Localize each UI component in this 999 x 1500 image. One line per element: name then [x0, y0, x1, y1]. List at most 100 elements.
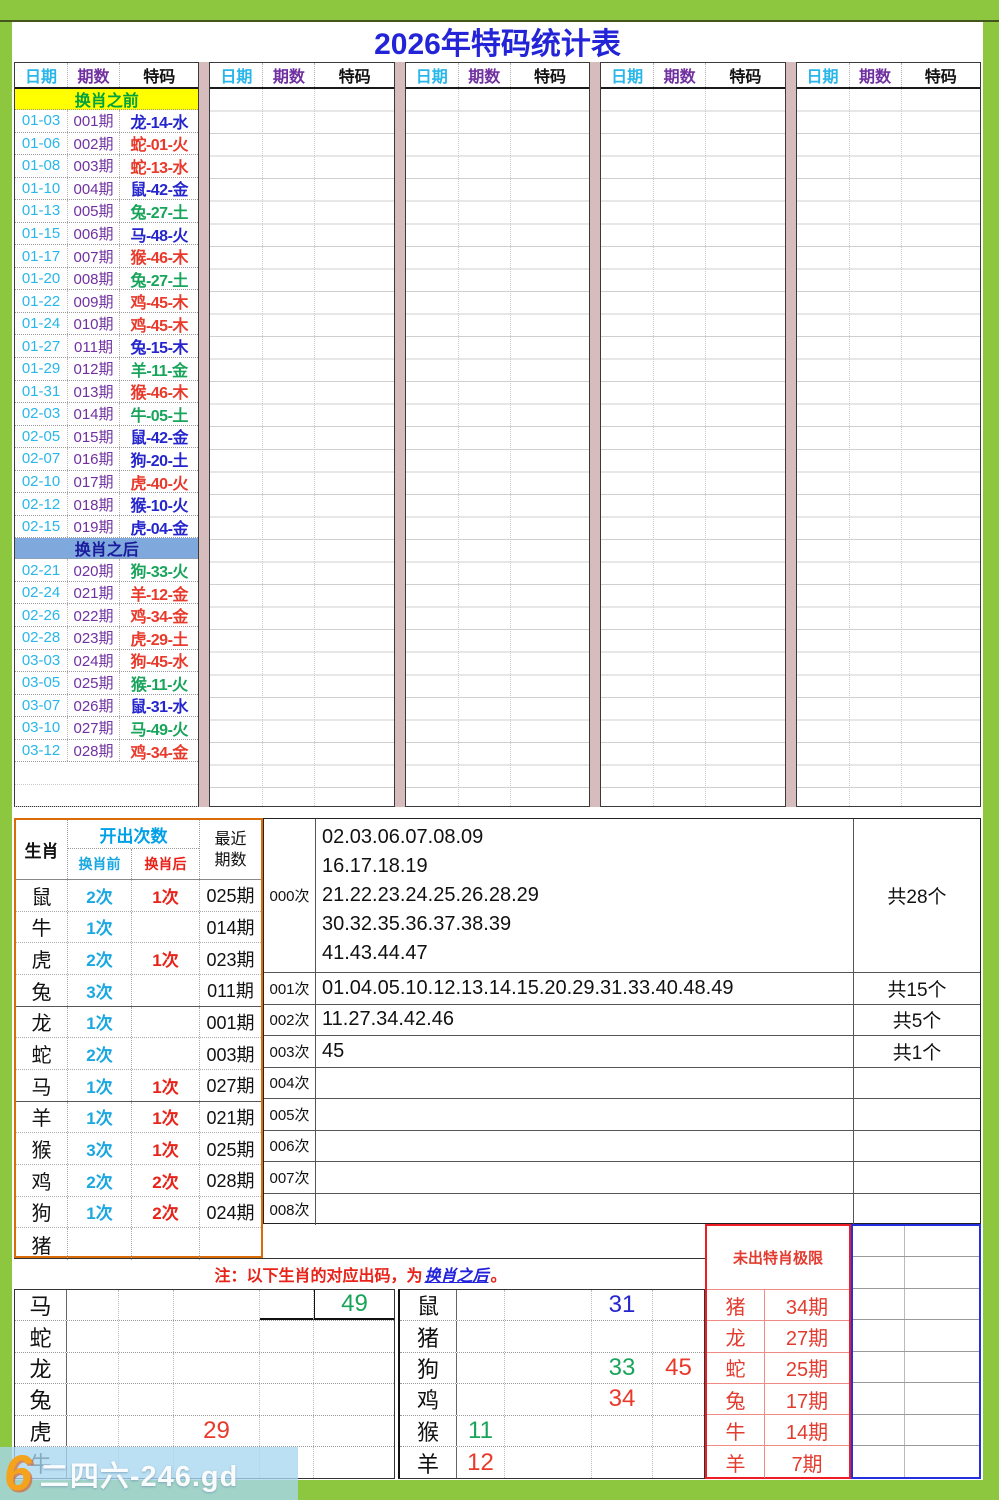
records-group-1: 日期 期数 特码 换肖之前 01-03 001期 龙-14-水 01-06 00…: [14, 62, 200, 808]
zodiac-code-row: 马 49: [15, 1290, 394, 1322]
record-date: 02-15: [15, 515, 68, 538]
frequency-total: [853, 1099, 980, 1130]
record-date: 01-31: [15, 380, 68, 403]
code-cell: [119, 1290, 174, 1321]
record-date: 01-17: [15, 245, 68, 267]
record-period: 010期: [68, 312, 120, 335]
records-group-2: 日期 期数 特码: [209, 62, 395, 807]
stats-recent-period: 014期: [206, 917, 255, 938]
frequency-table: 000次 02.03.06.07.08.09 16.17.18.19 21.22…: [263, 818, 981, 1225]
zodiac-code-row: 羊 12: [400, 1446, 704, 1479]
record-date: 03-05: [15, 672, 68, 694]
limit-zodiac: 猪: [707, 1290, 765, 1321]
record-date: 03-03: [15, 649, 68, 672]
zodiac-name: 狗: [400, 1352, 457, 1384]
empty-grid-body: [405, 89, 590, 806]
record-date: 01-10: [15, 177, 68, 200]
stats-recent-period: 027期: [206, 1076, 255, 1097]
stats-before-count: 1次: [68, 911, 132, 943]
code-cell: [653, 1384, 704, 1414]
stats-zodiac-name: 猪: [16, 1228, 68, 1260]
stats-header-recent: 最近 期数: [214, 830, 247, 869]
code-cell: [119, 1384, 174, 1415]
record-date: 01-03: [15, 110, 68, 132]
record-row: 02-05 015期 鼠-42-金: [15, 425, 199, 449]
code-cell: 33: [592, 1352, 653, 1384]
record-row: 01-29 012期 羊-11-金: [15, 358, 199, 381]
after-change-right-table: 鼠 31 猪 狗 33 45 鸡 34: [398, 1289, 705, 1479]
code-cell: 31: [592, 1290, 653, 1321]
record-period: 020期: [68, 559, 120, 581]
limit-row: 猪 34期: [707, 1290, 849, 1322]
record-period: 021期: [68, 581, 120, 604]
frequency-label: 004次: [264, 1067, 316, 1098]
record-period: 011期: [68, 335, 120, 358]
record-period: 013期: [68, 380, 120, 403]
code-cell: 45: [665, 1353, 692, 1381]
page-title: 2026年特码统计表: [374, 28, 621, 61]
records-group-4: 日期 期数 特码: [600, 62, 786, 807]
record-period: 003期: [68, 155, 120, 177]
empty-record-row: [15, 762, 199, 785]
stats-row: 牛 1次 014期: [16, 911, 261, 944]
code-cell: [653, 1321, 704, 1351]
record-code: 鼠-42-金: [130, 182, 188, 200]
zodiac-name: 马: [15, 1290, 67, 1321]
group-separator: [785, 62, 796, 807]
unshown-zodiac-limits-box: 未出特肖极限 猪 34期 龙 27期 蛇 25期 兔 17期 牛 14期 羊 7…: [705, 1224, 851, 1479]
frequency-label: 005次: [264, 1099, 316, 1130]
limits-title: 未出特肖极限: [707, 1226, 849, 1290]
frequency-row: 000次 02.03.06.07.08.09 16.17.18.19 21.22…: [264, 819, 980, 973]
frequency-total: 共15个: [853, 973, 980, 1004]
group-header: 日期 期数 特码: [15, 63, 199, 89]
record-period: 005期: [68, 200, 120, 222]
code-cell: [592, 1446, 653, 1479]
record-date: 01-15: [15, 222, 68, 245]
frequency-numbers: 11.27.34.42.46: [322, 1008, 454, 1031]
record-row: 01-31 013期 猴-46-木: [15, 380, 199, 404]
record-period: 009期: [68, 290, 120, 312]
record-code: 虎-04-金: [130, 520, 188, 538]
code-cell: [314, 1416, 394, 1446]
stats-zodiac-name: 猴: [16, 1133, 68, 1164]
code-cell: [505, 1352, 592, 1384]
record-code: 兔-27-土: [130, 204, 188, 222]
limit-period: 14期: [785, 1421, 829, 1444]
stats-row: 鸡 2次 2次 028期: [16, 1164, 261, 1197]
code-cell: [174, 1352, 260, 1384]
col-header-code: 特码: [924, 69, 957, 86]
empty-grid-body: [796, 89, 980, 806]
stats-zodiac-name: 虎: [16, 943, 68, 974]
col-header-code: 特码: [143, 69, 176, 86]
col-header-period: 期数: [459, 63, 511, 87]
code-cell: [457, 1384, 505, 1415]
stats-after-count: [132, 1038, 200, 1069]
zodiac-code-row: 虎 29: [15, 1415, 394, 1447]
stats-after-count: 1次: [132, 880, 200, 911]
code-cell: [174, 1321, 260, 1352]
frequency-row: 002次 11.27.34.42.46 共5个: [264, 1004, 980, 1036]
note-link[interactable]: 换肖之后: [424, 1268, 489, 1285]
stats-row: 狗 1次 2次 024期: [16, 1196, 261, 1229]
stats-after-count: [132, 974, 200, 1006]
stats-header-after: 换肖后: [144, 856, 187, 872]
record-row: 02-03 014期 牛-05-土: [15, 403, 199, 426]
stats-before-count: 1次: [68, 1196, 132, 1228]
frequency-label: 001次: [264, 973, 316, 1004]
code-cell: [67, 1415, 119, 1446]
group-header: 日期 期数 特码: [210, 63, 394, 89]
code-cell: [653, 1447, 704, 1478]
zodiac-name: 猴: [400, 1415, 457, 1446]
col-header-period: 期数: [654, 63, 707, 87]
stats-row: 马 1次 1次 027期: [16, 1069, 261, 1102]
frequency-label: 007次: [264, 1162, 316, 1193]
limit-period: 25期: [785, 1359, 829, 1382]
record-period: 024期: [68, 649, 120, 672]
stats-before-count: 1次: [68, 1101, 132, 1133]
limit-period: 27期: [785, 1327, 829, 1350]
limit-zodiac: 兔: [707, 1383, 765, 1415]
record-date: 02-12: [15, 493, 68, 515]
stats-after-count: 2次: [132, 1196, 200, 1228]
record-period: 007期: [68, 245, 120, 267]
record-period: 018期: [68, 493, 120, 515]
